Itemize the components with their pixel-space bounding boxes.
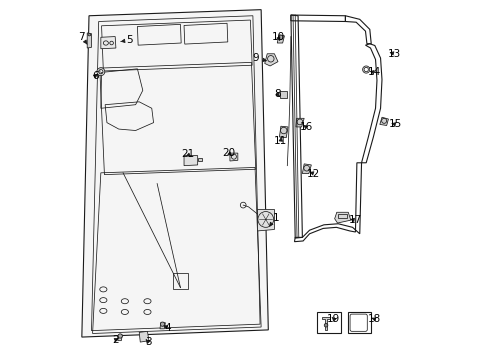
Text: 1: 1: [270, 213, 279, 226]
Bar: [348, 312, 370, 333]
Polygon shape: [87, 33, 92, 48]
Polygon shape: [160, 323, 166, 329]
Circle shape: [279, 35, 283, 40]
Text: 14: 14: [368, 67, 381, 77]
Text: 9: 9: [252, 53, 267, 63]
Text: 21: 21: [181, 149, 194, 159]
Text: 17: 17: [349, 215, 362, 225]
Text: 10: 10: [271, 32, 285, 41]
Text: 19: 19: [327, 314, 341, 324]
Text: 18: 18: [368, 314, 381, 324]
Polygon shape: [184, 156, 197, 166]
Circle shape: [324, 323, 328, 327]
Polygon shape: [302, 164, 311, 174]
Text: 8: 8: [274, 89, 281, 99]
Bar: [338, 214, 347, 219]
Circle shape: [118, 334, 122, 338]
Polygon shape: [277, 35, 285, 43]
Polygon shape: [279, 126, 288, 138]
Ellipse shape: [88, 34, 91, 36]
Text: 5: 5: [121, 35, 133, 45]
Circle shape: [160, 322, 165, 326]
Text: 3: 3: [145, 337, 151, 347]
Bar: [173, 273, 188, 289]
Text: 2: 2: [113, 334, 119, 345]
Polygon shape: [322, 317, 330, 330]
Polygon shape: [280, 91, 287, 98]
Text: 13: 13: [388, 49, 401, 59]
Polygon shape: [296, 118, 304, 127]
Bar: [317, 312, 341, 333]
Polygon shape: [101, 37, 116, 49]
Text: 11: 11: [274, 136, 288, 145]
Polygon shape: [118, 335, 122, 341]
Text: 7: 7: [78, 32, 87, 44]
Text: 4: 4: [164, 323, 171, 333]
Bar: [197, 158, 202, 161]
Text: 16: 16: [299, 122, 313, 132]
Polygon shape: [139, 331, 149, 342]
Polygon shape: [82, 10, 269, 337]
Polygon shape: [258, 210, 274, 231]
Text: 12: 12: [307, 168, 320, 179]
Text: 20: 20: [222, 148, 235, 158]
Polygon shape: [230, 153, 238, 161]
Polygon shape: [265, 54, 278, 66]
Polygon shape: [335, 212, 351, 223]
Text: 6: 6: [92, 71, 98, 81]
Polygon shape: [380, 117, 389, 126]
Text: 15: 15: [389, 120, 402, 129]
